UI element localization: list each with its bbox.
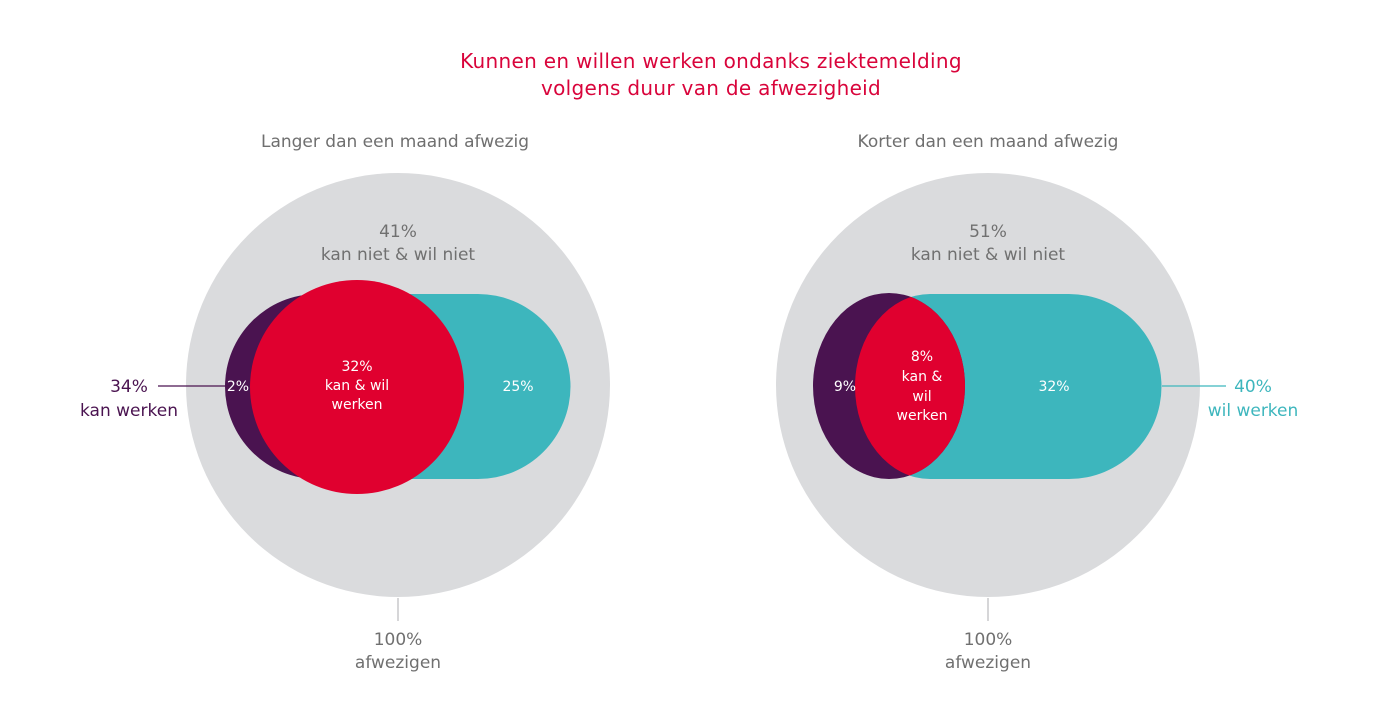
none-label-right: kan niet & wil niet — [911, 245, 1066, 265]
kan-only-pct-right: 9% — [834, 379, 856, 395]
overlap-pct-left: 32% — [341, 359, 372, 375]
wil-only-pct-right: 32% — [1038, 379, 1069, 395]
panel-right-subtitle: Korter dan een maand afwezig — [857, 132, 1119, 152]
total-label-right: afwezigen — [945, 653, 1031, 673]
kan-side-label: kan werken — [80, 401, 178, 421]
chart-title-line2: volgens duur van de afwezigheid — [540, 76, 882, 100]
none-pct-right: 51% — [969, 222, 1007, 242]
overlap-label1-left: kan & wil — [325, 378, 389, 394]
panel-right: 51% kan niet & wil niet 9% 8% kan & wil … — [776, 173, 1298, 673]
wil-only-pct-left: 25% — [502, 379, 533, 395]
wil-side-pct: 40% — [1234, 377, 1272, 397]
panel-left: 41% kan niet & wil niet 2% 32% kan & wil… — [80, 173, 610, 673]
none-label-left: kan niet & wil niet — [321, 245, 476, 265]
chart-title-line1: Kunnen en willen werken ondanks ziekteme… — [460, 49, 962, 73]
overlap-label2-right: wil — [912, 389, 931, 405]
overlap-pct-right: 8% — [911, 349, 933, 365]
overlap-label3-right: werken — [897, 408, 948, 424]
overlap-label2-left: werken — [332, 397, 383, 413]
total-pct-left: 100% — [374, 630, 423, 650]
total-label-left: afwezigen — [355, 653, 441, 673]
kan-only-pct-left: 2% — [227, 379, 249, 395]
overlap-label1-right: kan & — [902, 369, 943, 385]
wil-side-label: wil werken — [1208, 401, 1299, 421]
kan-side-pct: 34% — [110, 377, 148, 397]
panel-left-subtitle: Langer dan een maand afwezig — [260, 132, 530, 152]
total-pct-right: 100% — [964, 630, 1013, 650]
chart-title: Kunnen en willen werken ondanks ziekteme… — [0, 48, 1387, 102]
overlap-shape-right — [855, 294, 965, 479]
none-pct-left: 41% — [379, 222, 417, 242]
overlap-shape-left — [250, 280, 464, 494]
